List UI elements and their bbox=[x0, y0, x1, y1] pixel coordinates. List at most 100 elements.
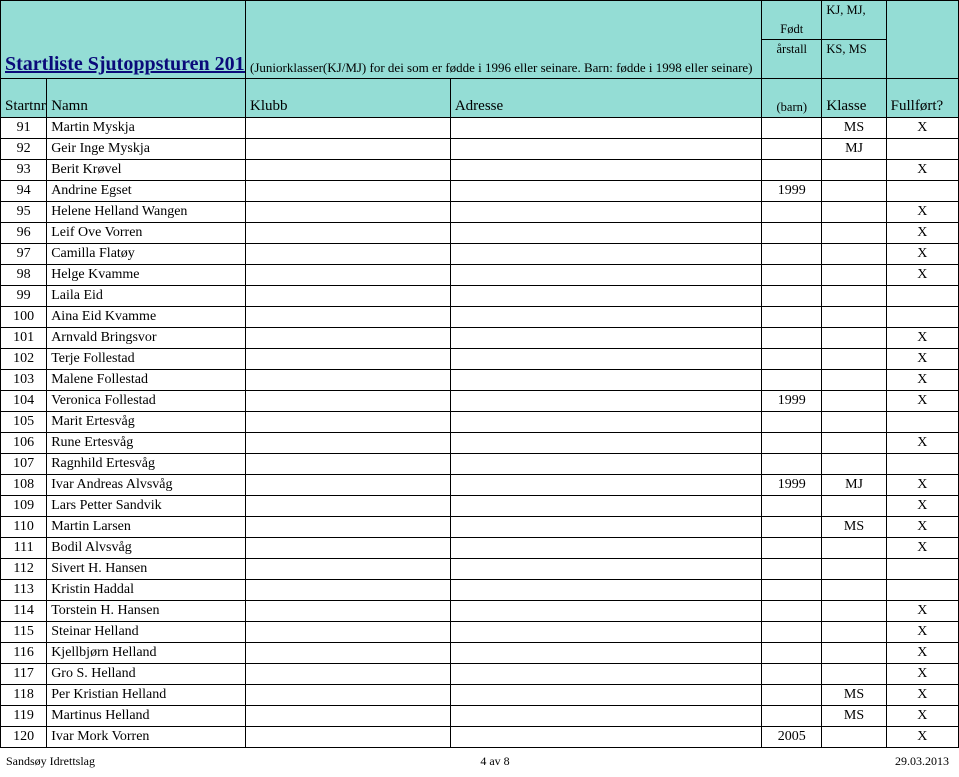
cell-fullfort bbox=[886, 454, 958, 475]
cell-klasse bbox=[822, 496, 886, 517]
cell-name: Helge Kvamme bbox=[47, 265, 246, 286]
cell-startnr: 114 bbox=[1, 601, 47, 622]
footer-right: 29.03.2013 bbox=[895, 754, 949, 769]
cell-name: Bodil Alvsvåg bbox=[47, 538, 246, 559]
cell-fullfort: X bbox=[886, 349, 958, 370]
cell-fullfort: X bbox=[886, 496, 958, 517]
cell-startnr: 91 bbox=[1, 118, 47, 139]
cell-adresse bbox=[450, 517, 761, 538]
cell-klubb bbox=[246, 685, 451, 706]
cell-klasse bbox=[822, 643, 886, 664]
cell-klasse bbox=[822, 286, 886, 307]
cell-adresse bbox=[450, 475, 761, 496]
cell-klubb bbox=[246, 538, 451, 559]
cell-startnr: 95 bbox=[1, 202, 47, 223]
cell-name: Arnvald Bringsvor bbox=[47, 328, 246, 349]
cell-name: Helene Helland Wangen bbox=[47, 202, 246, 223]
table-row: 116Kjellbjørn HellandX bbox=[1, 643, 959, 664]
cell-fodt bbox=[762, 433, 822, 454]
cell-fodt bbox=[762, 601, 822, 622]
col-head-fullfort: Fullført? bbox=[886, 79, 958, 118]
cell-fullfort: X bbox=[886, 391, 958, 412]
col-klasse-top: KJ, MJ, bbox=[822, 1, 886, 40]
cell-klasse bbox=[822, 622, 886, 643]
cell-klubb bbox=[246, 559, 451, 580]
cell-fullfort bbox=[886, 286, 958, 307]
table-row: 115Steinar HellandX bbox=[1, 622, 959, 643]
cell-fodt bbox=[762, 286, 822, 307]
cell-fodt bbox=[762, 139, 822, 160]
cell-fodt bbox=[762, 328, 822, 349]
cell-adresse bbox=[450, 454, 761, 475]
cell-adresse bbox=[450, 580, 761, 601]
cell-klubb bbox=[246, 475, 451, 496]
cell-startnr: 101 bbox=[1, 328, 47, 349]
cell-fullfort: X bbox=[886, 685, 958, 706]
cell-klasse bbox=[822, 307, 886, 328]
cell-klubb bbox=[246, 412, 451, 433]
cell-klubb bbox=[246, 223, 451, 244]
cell-klubb bbox=[246, 160, 451, 181]
cell-fullfort: X bbox=[886, 664, 958, 685]
cell-fullfort: X bbox=[886, 433, 958, 454]
cell-fullfort: X bbox=[886, 202, 958, 223]
col-fodt-top: Født bbox=[762, 1, 822, 40]
cell-adresse bbox=[450, 496, 761, 517]
cell-fodt bbox=[762, 244, 822, 265]
cell-fullfort: X bbox=[886, 643, 958, 664]
cell-startnr: 98 bbox=[1, 265, 47, 286]
table-row: 99Laila Eid bbox=[1, 286, 959, 307]
cell-name: Martin Larsen bbox=[47, 517, 246, 538]
cell-name: Ivar Andreas Alvsvåg bbox=[47, 475, 246, 496]
cell-adresse bbox=[450, 244, 761, 265]
cell-klasse bbox=[822, 181, 886, 202]
table-row: 110Martin LarsenMSX bbox=[1, 517, 959, 538]
cell-fodt bbox=[762, 370, 822, 391]
cell-adresse bbox=[450, 391, 761, 412]
cell-fullfort: X bbox=[886, 727, 958, 748]
cell-startnr: 108 bbox=[1, 475, 47, 496]
cell-klubb bbox=[246, 328, 451, 349]
col-fodt-bottom: årstall bbox=[762, 40, 822, 79]
cell-fodt bbox=[762, 265, 822, 286]
cell-fodt: 2005 bbox=[762, 727, 822, 748]
cell-adresse bbox=[450, 286, 761, 307]
cell-name: Veronica Follestad bbox=[47, 391, 246, 412]
table-row: 119Martinus HellandMSX bbox=[1, 706, 959, 727]
cell-adresse bbox=[450, 433, 761, 454]
cell-klasse bbox=[822, 349, 886, 370]
cell-fodt bbox=[762, 538, 822, 559]
cell-klasse bbox=[822, 454, 886, 475]
cell-startnr: 109 bbox=[1, 496, 47, 517]
cell-fullfort: X bbox=[886, 244, 958, 265]
cell-fullfort bbox=[886, 181, 958, 202]
cell-klubb bbox=[246, 286, 451, 307]
cell-fullfort bbox=[886, 412, 958, 433]
cell-klasse bbox=[822, 664, 886, 685]
cell-startnr: 116 bbox=[1, 643, 47, 664]
cell-startnr: 104 bbox=[1, 391, 47, 412]
table-row: 109Lars Petter SandvikX bbox=[1, 496, 959, 517]
cell-fodt bbox=[762, 622, 822, 643]
cell-adresse bbox=[450, 223, 761, 244]
cell-klasse bbox=[822, 160, 886, 181]
cell-fodt bbox=[762, 160, 822, 181]
cell-startnr: 119 bbox=[1, 706, 47, 727]
cell-fullfort: X bbox=[886, 160, 958, 181]
cell-name: Malene Follestad bbox=[47, 370, 246, 391]
cell-name: Kristin Haddal bbox=[47, 580, 246, 601]
cell-klubb bbox=[246, 265, 451, 286]
cell-adresse bbox=[450, 412, 761, 433]
cell-fodt bbox=[762, 118, 822, 139]
cell-name: Martin Myskja bbox=[47, 118, 246, 139]
cell-startnr: 105 bbox=[1, 412, 47, 433]
cell-fullfort: X bbox=[886, 538, 958, 559]
table-row: 98Helge KvammeX bbox=[1, 265, 959, 286]
cell-klubb bbox=[246, 517, 451, 538]
table-row: 91Martin MyskjaMSX bbox=[1, 118, 959, 139]
table-row: 108Ivar Andreas Alvsvåg1999MJX bbox=[1, 475, 959, 496]
cell-klasse bbox=[822, 559, 886, 580]
cell-fodt bbox=[762, 706, 822, 727]
cell-adresse bbox=[450, 727, 761, 748]
cell-adresse bbox=[450, 202, 761, 223]
